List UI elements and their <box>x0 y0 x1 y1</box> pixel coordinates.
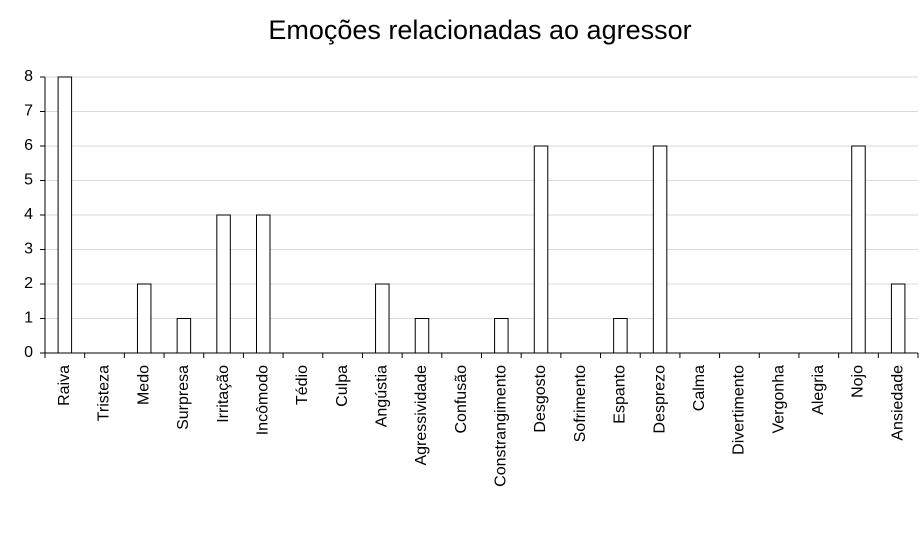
y-tick-label: 8 <box>24 68 33 85</box>
y-tick-label: 0 <box>24 344 33 361</box>
bar <box>57 76 73 354</box>
x-tick-label: Culpa <box>334 365 351 407</box>
x-tick-label: Desgosto <box>532 365 549 433</box>
y-tick-label: 6 <box>24 137 33 154</box>
x-tick-label: Agressividade <box>413 365 430 466</box>
bar <box>375 283 390 354</box>
x-tick-label: Alegria <box>810 365 827 415</box>
x-tick-label: Irritação <box>215 365 232 423</box>
x-tick-label: Divertimento <box>731 365 748 455</box>
x-tick-label: Desprezo <box>651 365 668 434</box>
x-tick-label: Nojo <box>850 365 867 398</box>
x-tick-label: Tédio <box>294 365 311 405</box>
bar <box>494 318 509 354</box>
chart-title: Emoções relacionadas ao agressor <box>268 15 691 45</box>
bar <box>890 283 906 354</box>
bar <box>652 145 668 354</box>
x-tick-label: Angústia <box>374 365 391 427</box>
x-tick-label: Constrangimento <box>493 365 510 487</box>
x-tick-label: Sofrimento <box>572 365 589 442</box>
bar <box>256 214 271 354</box>
y-tick-label: 1 <box>24 310 33 327</box>
bar <box>533 145 549 354</box>
x-tick-label: Incômodo <box>254 365 271 435</box>
y-tick-label: 2 <box>24 275 33 292</box>
y-tick-label: 3 <box>24 241 33 258</box>
bar <box>414 318 430 354</box>
bar <box>851 145 866 354</box>
x-tick-label: Raiva <box>56 365 73 406</box>
x-tick-label: Surpresa <box>175 365 192 430</box>
bar <box>136 283 152 354</box>
bar <box>216 214 231 354</box>
bar <box>176 318 192 354</box>
x-tick-label: Confusão <box>453 365 470 434</box>
y-tick-label: 7 <box>24 103 33 120</box>
bar <box>613 318 628 354</box>
x-tick-label: Vergonha <box>770 365 787 434</box>
x-tick-label: Ansiedade <box>889 365 906 441</box>
x-tick-label: Calma <box>691 365 708 411</box>
x-tick-label: Espanto <box>612 365 629 424</box>
x-tick-label: Medo <box>135 365 152 405</box>
y-tick-label: 4 <box>24 206 33 223</box>
x-tick-label: Tristeza <box>96 365 113 421</box>
y-tick-label: 5 <box>24 172 33 189</box>
